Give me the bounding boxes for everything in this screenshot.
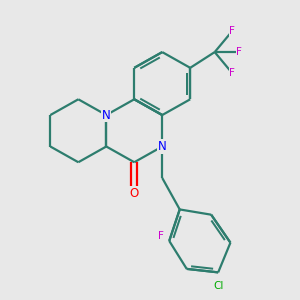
Text: Cl: Cl [213, 281, 224, 291]
Text: N: N [158, 140, 167, 153]
Text: F: F [158, 231, 164, 241]
Text: F: F [236, 47, 242, 57]
Text: O: O [130, 187, 139, 200]
Text: F: F [229, 68, 235, 78]
Text: F: F [229, 26, 235, 36]
Text: N: N [102, 109, 111, 122]
